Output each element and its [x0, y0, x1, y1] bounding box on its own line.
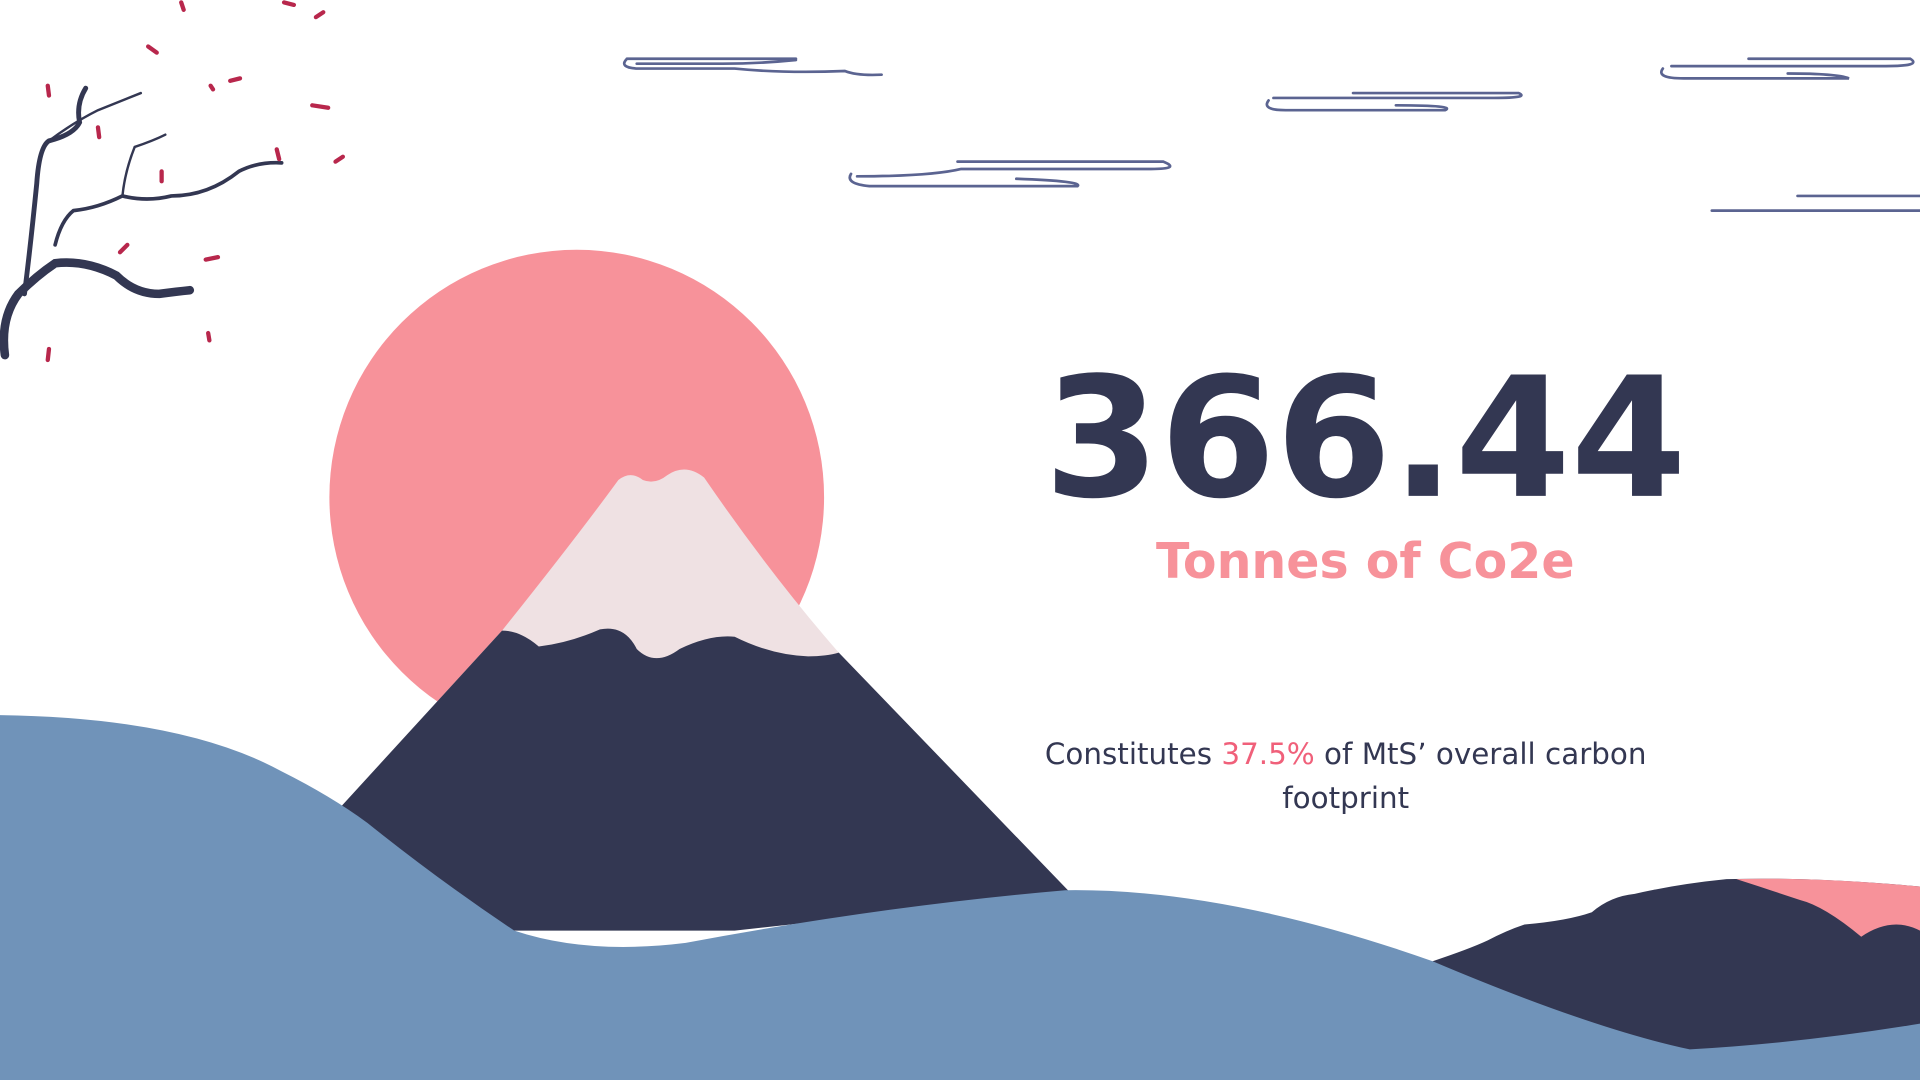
petals	[45, 0, 346, 363]
petal	[45, 83, 52, 98]
caption-highlight: 37.5%	[1221, 737, 1314, 771]
petal	[274, 147, 282, 162]
headline-value: 366.44	[1044, 342, 1687, 536]
petal	[313, 10, 326, 20]
petal	[203, 255, 221, 262]
hills	[0, 715, 1920, 1080]
petal	[206, 330, 212, 343]
petal	[333, 154, 346, 164]
cloud	[1265, 91, 1523, 112]
cloud	[1710, 194, 1920, 212]
branch-limb	[53, 160, 284, 247]
clouds	[622, 57, 1920, 212]
petal	[281, 0, 297, 8]
petal	[45, 346, 52, 363]
branch	[0, 85, 284, 360]
petal	[208, 83, 216, 92]
mountain	[330, 628, 1072, 931]
headline-unit: Tonnes of Co2e	[1156, 533, 1575, 590]
branch-limb	[0, 258, 195, 360]
caption-text: of MtS’ overall carbon	[1324, 737, 1646, 771]
petal	[179, 0, 186, 12]
cloud	[622, 57, 883, 77]
cloud	[848, 160, 1172, 188]
petal	[146, 44, 159, 55]
small-mountain-glow	[1736, 878, 1920, 937]
cloud	[1660, 57, 1915, 80]
branch-limb	[47, 91, 167, 198]
petal	[228, 76, 243, 83]
caption-line: footprint	[1282, 781, 1409, 815]
petal	[310, 103, 331, 110]
branch-limb	[22, 85, 89, 297]
caption-line: Constitutes 37.5% of MtS’ overall carbon	[1045, 737, 1647, 771]
petal	[117, 242, 130, 255]
caption-text: Constitutes	[1045, 737, 1212, 771]
petal	[95, 125, 102, 140]
